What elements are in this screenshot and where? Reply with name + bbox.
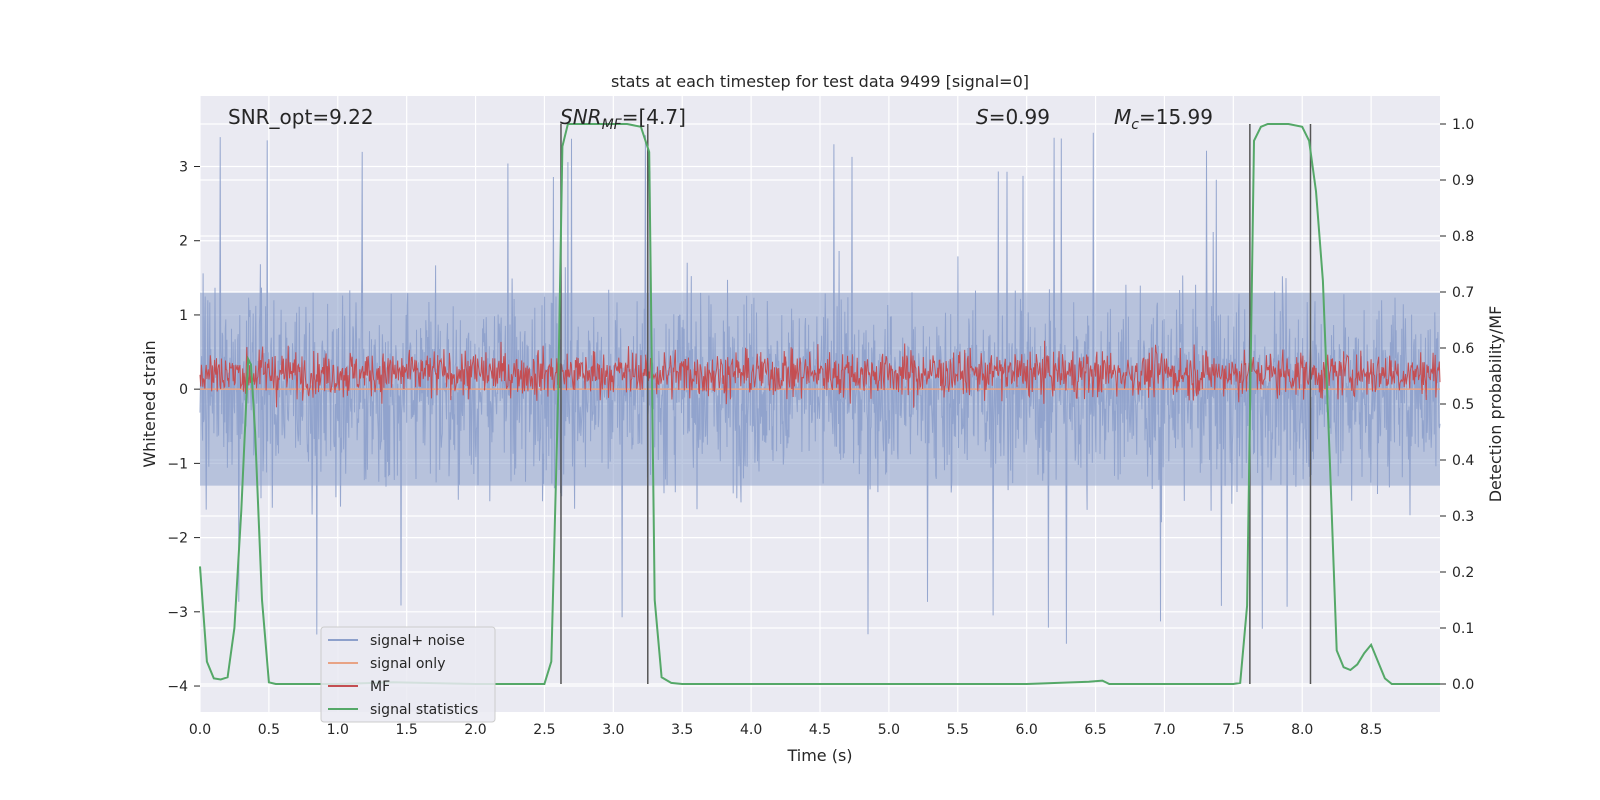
x-tick-label-0: 0.0 xyxy=(189,722,211,738)
y2-tick-label-6: 0.4 xyxy=(1452,453,1474,469)
y2-tick-label-10: 0.0 xyxy=(1452,677,1474,693)
y2-tick-label-5: 0.5 xyxy=(1452,397,1474,413)
y-tick-label-2: 1 xyxy=(179,308,188,324)
legend-box xyxy=(320,626,496,723)
x-tick-label-8: 4.0 xyxy=(740,722,762,738)
x-tick-label-15: 7.5 xyxy=(1222,722,1244,738)
snr-mf-annotation: SNRMF=[4.7] xyxy=(560,105,686,133)
y2-tick-label-9: 0.1 xyxy=(1452,621,1474,637)
x-tick-label-3: 1.5 xyxy=(396,722,418,738)
x-tick-label-7: 3.5 xyxy=(671,722,693,738)
y-axis-label: Whitened strain xyxy=(140,340,159,467)
x-axis-ticks: 0.0 0.5 1.0 1.5 2.0 2.5 3.0 3.5 4.0 4.5 5.0 5.5 6.0 6… xyxy=(189,722,1382,738)
x-tick-label-4: 2.0 xyxy=(464,722,486,738)
y-tick-label-1: 2 xyxy=(179,234,188,250)
chart-title: stats at each timestep for test data 949… xyxy=(611,72,1029,91)
signal-statistics-series xyxy=(199,123,1440,685)
y2-axis-ticks: 1.0 0.9 0.8 0.7 0.6 0.5 0.4 0.3 0.2 0.1 0.0 xyxy=(1440,117,1474,693)
x-tick-label-14: 7.0 xyxy=(1153,722,1175,738)
s-annotation: S=0.99 xyxy=(976,105,1050,129)
x-tick-label-5: 2.5 xyxy=(533,722,555,738)
y2-tick-label-8: 0.2 xyxy=(1452,565,1474,581)
x-axis-label: Time (s) xyxy=(786,746,852,765)
legend-label-mf: MF xyxy=(370,679,390,695)
x-tick-label-10: 5.0 xyxy=(878,722,900,738)
x-tick-label-12: 6.0 xyxy=(1016,722,1038,738)
legend: signal+ noise signal only MF signal stat… xyxy=(320,626,496,723)
mc-annotation: Mc=15.99 xyxy=(1114,105,1213,133)
x-tick-label-9: 4.5 xyxy=(809,722,831,738)
x-tick-label-11: 5.5 xyxy=(947,722,969,738)
x-tick-label-1: 0.5 xyxy=(258,722,280,738)
mf-trace xyxy=(199,340,1441,408)
y-tick-label-7: −4 xyxy=(167,679,188,695)
y-tick-label-6: −3 xyxy=(167,605,188,621)
y-axis-ticks: 3 2 1 0 −1 −2 −3 −4 xyxy=(167,160,200,695)
y-tick-label-3: 0 xyxy=(179,382,188,398)
y2-tick-label-7: 0.3 xyxy=(1452,509,1474,525)
legend-label-signal-noise: signal+ noise xyxy=(370,633,465,649)
snr-opt-annotation: SNR_opt=9.22 xyxy=(228,105,374,129)
x-tick-label-2: 1.0 xyxy=(327,722,349,738)
y-tick-label-4: −1 xyxy=(167,456,188,472)
y2-tick-label-2: 0.8 xyxy=(1452,229,1474,245)
legend-label-signal-only: signal only xyxy=(370,656,445,672)
y2-tick-label-3: 0.7 xyxy=(1452,285,1474,301)
y2-tick-label-1: 0.9 xyxy=(1452,173,1474,189)
legend-label-signal-statistics: signal statistics xyxy=(370,702,478,718)
x-tick-label-6: 3.0 xyxy=(602,722,624,738)
x-tick-label-16: 8.0 xyxy=(1291,722,1313,738)
signal-statistics-line xyxy=(199,123,1440,685)
y-tick-label-0: 3 xyxy=(179,160,188,176)
y2-tick-label-0: 1.0 xyxy=(1452,117,1474,133)
y2-axis-label: Detection probability/MF xyxy=(1486,306,1505,503)
y2-tick-label-4: 0.6 xyxy=(1452,341,1474,357)
x-tick-label-13: 6.5 xyxy=(1084,722,1106,738)
y-tick-label-5: −2 xyxy=(167,531,188,547)
x-tick-label-17: 8.5 xyxy=(1360,722,1382,738)
mf-series xyxy=(199,340,1441,408)
